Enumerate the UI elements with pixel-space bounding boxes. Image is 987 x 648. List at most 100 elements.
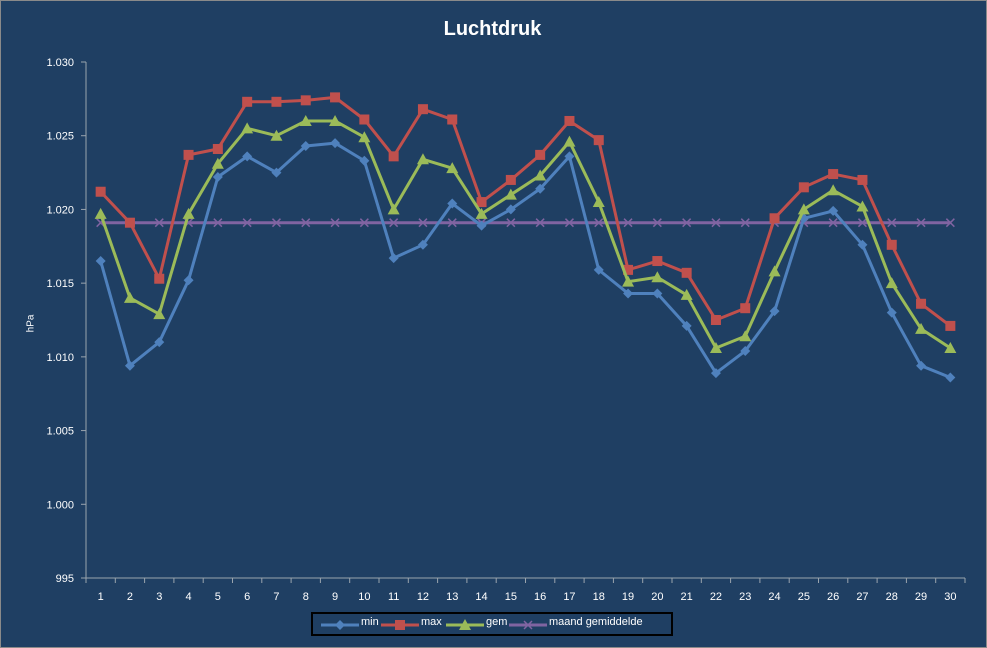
- legend-label-maand-gemiddelde: maand gemiddelde: [549, 616, 643, 628]
- data-point-gem: [680, 288, 693, 300]
- data-point-max: [330, 92, 341, 103]
- data-point-max: [359, 114, 370, 125]
- data-point-max: [124, 217, 135, 228]
- data-point-min: [652, 288, 663, 299]
- x-tick-label: 7: [273, 591, 279, 603]
- data-point-min: [417, 239, 428, 250]
- legend-label-gem: gem: [486, 616, 508, 628]
- x-tick-label: 20: [651, 591, 663, 603]
- data-point-gem: [270, 129, 283, 141]
- data-point-gem: [299, 114, 312, 126]
- data-point-gem: [651, 271, 664, 283]
- legend-swatch-min: [321, 620, 359, 630]
- data-point-maand-gemiddelde: [213, 218, 223, 228]
- data-point-maand-gemiddelde: [711, 218, 721, 228]
- data-point-gem: [329, 114, 342, 126]
- data-point-max: [535, 149, 546, 160]
- data-point-max: [447, 114, 458, 125]
- x-tick-label: 1: [98, 591, 104, 603]
- x-tick-label: 18: [593, 591, 605, 603]
- data-point-maand-gemiddelde: [242, 218, 252, 228]
- data-point-maand-gemiddelde: [301, 218, 311, 228]
- data-point-min: [154, 337, 165, 348]
- data-point-min: [886, 307, 897, 318]
- data-point-maand-gemiddelde: [535, 218, 545, 228]
- data-point-max: [945, 320, 956, 331]
- x-tick-label: 22: [710, 591, 722, 603]
- data-point-min: [476, 220, 487, 231]
- x-tick-label: 19: [622, 591, 634, 603]
- data-point-max: [242, 96, 253, 107]
- data-point-gem: [563, 135, 576, 147]
- x-tick-label: 23: [739, 591, 751, 603]
- data-point-max: [681, 267, 692, 278]
- data-point-max: [183, 149, 194, 160]
- data-point-min: [505, 204, 516, 215]
- data-point-max: [623, 264, 634, 275]
- data-point-max: [593, 135, 604, 146]
- x-tick-label: 30: [944, 591, 956, 603]
- data-point-maand-gemiddelde: [564, 218, 574, 228]
- data-point-gem: [534, 169, 547, 181]
- data-point-min: [916, 360, 927, 371]
- y-tick-label: 1.025: [46, 131, 74, 143]
- data-point-gem: [856, 200, 869, 212]
- legend: min max gem maand gemiddelde: [311, 612, 673, 636]
- x-tick-label: 3: [156, 591, 162, 603]
- data-point-max: [798, 182, 809, 193]
- y-tick-label: 995: [56, 573, 74, 585]
- data-point-gem: [944, 342, 957, 354]
- x-tick-label: 17: [563, 591, 575, 603]
- data-point-min: [183, 275, 194, 286]
- x-tick-label: 21: [681, 591, 693, 603]
- x-tick-label: 28: [886, 591, 898, 603]
- data-point-gem: [123, 291, 136, 303]
- data-point-min: [535, 183, 546, 194]
- data-point-maand-gemiddelde: [740, 218, 750, 228]
- data-point-min: [945, 372, 956, 383]
- data-point-max: [564, 115, 575, 126]
- data-point-gem: [797, 203, 810, 215]
- data-point-max: [271, 96, 282, 107]
- data-point-max: [95, 186, 106, 197]
- y-tick-label: 1.015: [46, 278, 74, 290]
- data-point-max: [857, 174, 868, 185]
- data-point-min: [212, 171, 223, 182]
- x-tick-label: 13: [446, 591, 458, 603]
- legend-swatch-maand-gemiddelde: [509, 620, 547, 630]
- data-point-max: [740, 303, 751, 314]
- y-tick-label: 1.005: [46, 426, 74, 438]
- data-point-maand-gemiddelde: [594, 218, 604, 228]
- x-tick-label: 8: [303, 591, 309, 603]
- x-tick-label: 2: [127, 591, 133, 603]
- x-tick-label: 12: [417, 591, 429, 603]
- legend-label-min: min: [361, 616, 379, 628]
- data-point-maand-gemiddelde: [623, 218, 633, 228]
- data-point-min: [681, 320, 692, 331]
- data-point-gem: [622, 275, 635, 287]
- data-point-max: [769, 213, 780, 224]
- data-point-gem: [709, 342, 722, 354]
- data-point-gem: [153, 308, 166, 320]
- x-tick-label: 24: [768, 591, 780, 603]
- data-point-maand-gemiddelde: [652, 218, 662, 228]
- legend-swatch-gem: [446, 619, 484, 630]
- data-point-maand-gemiddelde: [330, 218, 340, 228]
- x-tick-label: 15: [505, 591, 517, 603]
- data-point-min: [330, 138, 341, 149]
- data-point-maand-gemiddelde: [154, 218, 164, 228]
- data-point-gem: [358, 131, 371, 143]
- x-tick-label: 27: [856, 591, 868, 603]
- data-point-gem: [739, 330, 752, 342]
- data-point-maand-gemiddelde: [389, 218, 399, 228]
- data-point-maand-gemiddelde: [887, 218, 897, 228]
- data-point-min: [124, 360, 135, 371]
- data-point-min: [623, 288, 634, 299]
- data-point-min: [300, 141, 311, 152]
- data-point-gem: [768, 265, 781, 277]
- data-point-gem: [827, 184, 840, 196]
- data-point-max: [212, 143, 223, 154]
- data-point-max: [886, 239, 897, 250]
